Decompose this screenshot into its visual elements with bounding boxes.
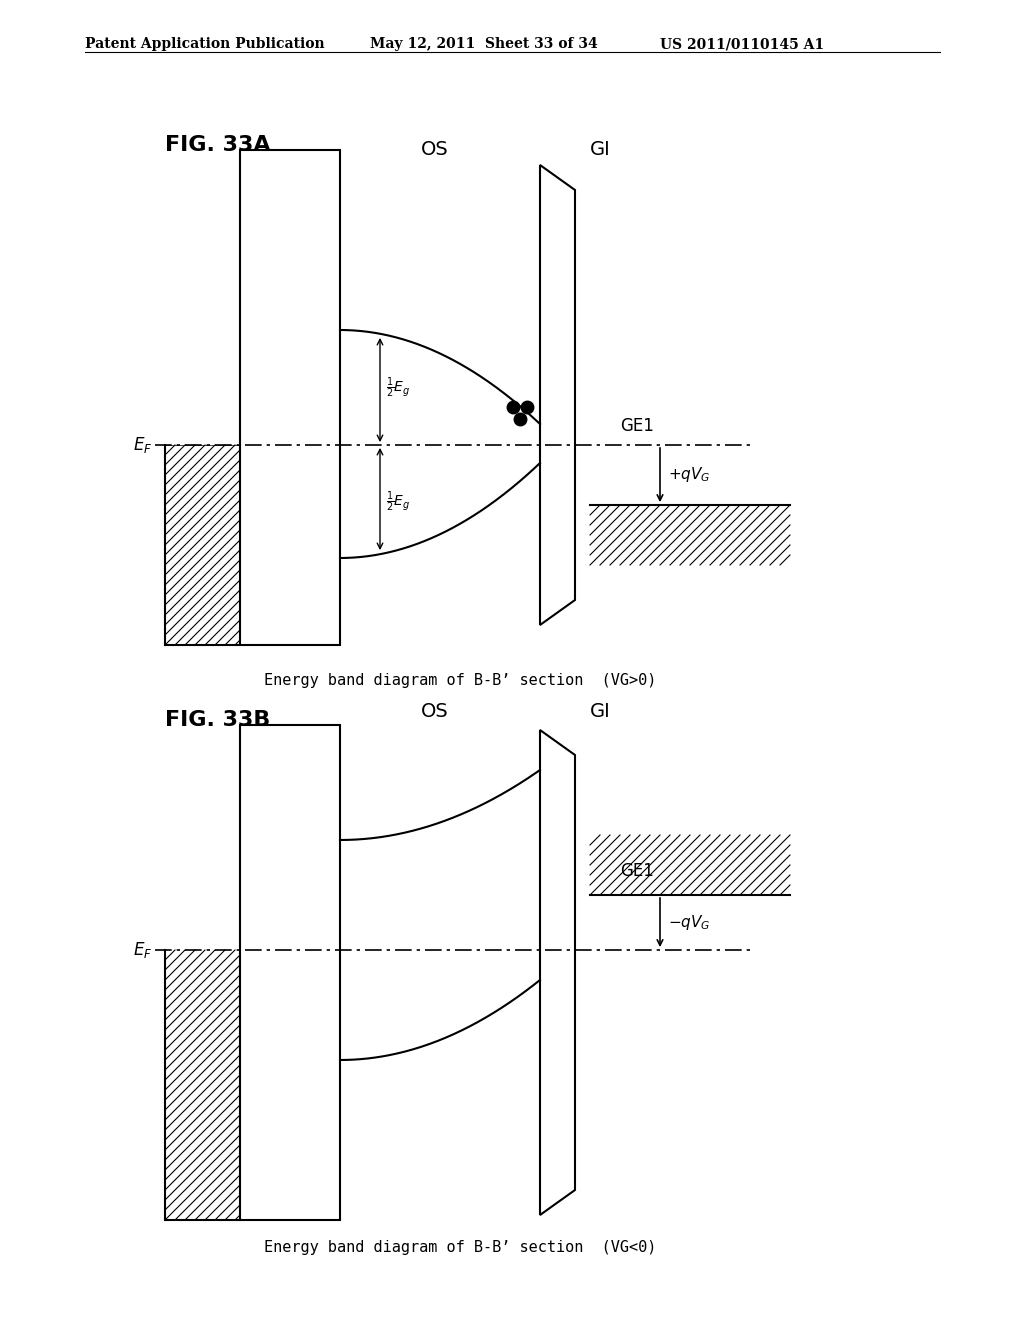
Text: Energy band diagram of B-B’ section  (VG<0): Energy band diagram of B-B’ section (VG<… [264, 1239, 656, 1255]
Text: GI: GI [590, 140, 610, 158]
Text: OS: OS [421, 140, 449, 158]
Text: GE1: GE1 [620, 862, 654, 880]
Text: $\frac{1}{2}E_g$: $\frac{1}{2}E_g$ [386, 375, 411, 400]
Text: May 12, 2011  Sheet 33 of 34: May 12, 2011 Sheet 33 of 34 [370, 37, 598, 51]
Text: Patent Application Publication: Patent Application Publication [85, 37, 325, 51]
Polygon shape [540, 165, 575, 624]
Text: $-qV_G$: $-qV_G$ [668, 913, 711, 932]
Text: $E_F$: $E_F$ [133, 436, 152, 455]
Text: $\frac{1}{2}E_g$: $\frac{1}{2}E_g$ [386, 490, 411, 513]
Text: FIG. 33B: FIG. 33B [165, 710, 270, 730]
Text: US 2011/0110145 A1: US 2011/0110145 A1 [660, 37, 824, 51]
Text: GI: GI [590, 702, 610, 721]
Polygon shape [540, 730, 575, 1214]
Text: $+qV_G$: $+qV_G$ [668, 466, 711, 484]
Text: GE1: GE1 [620, 417, 654, 436]
Bar [240, 725, 340, 1220]
Text: FIG. 33A: FIG. 33A [165, 135, 270, 154]
Text: $E_F$: $E_F$ [133, 940, 152, 960]
Text: Energy band diagram of B-B’ section  (VG>0): Energy band diagram of B-B’ section (VG>… [264, 673, 656, 688]
Bar [240, 150, 340, 645]
Text: OS: OS [421, 702, 449, 721]
